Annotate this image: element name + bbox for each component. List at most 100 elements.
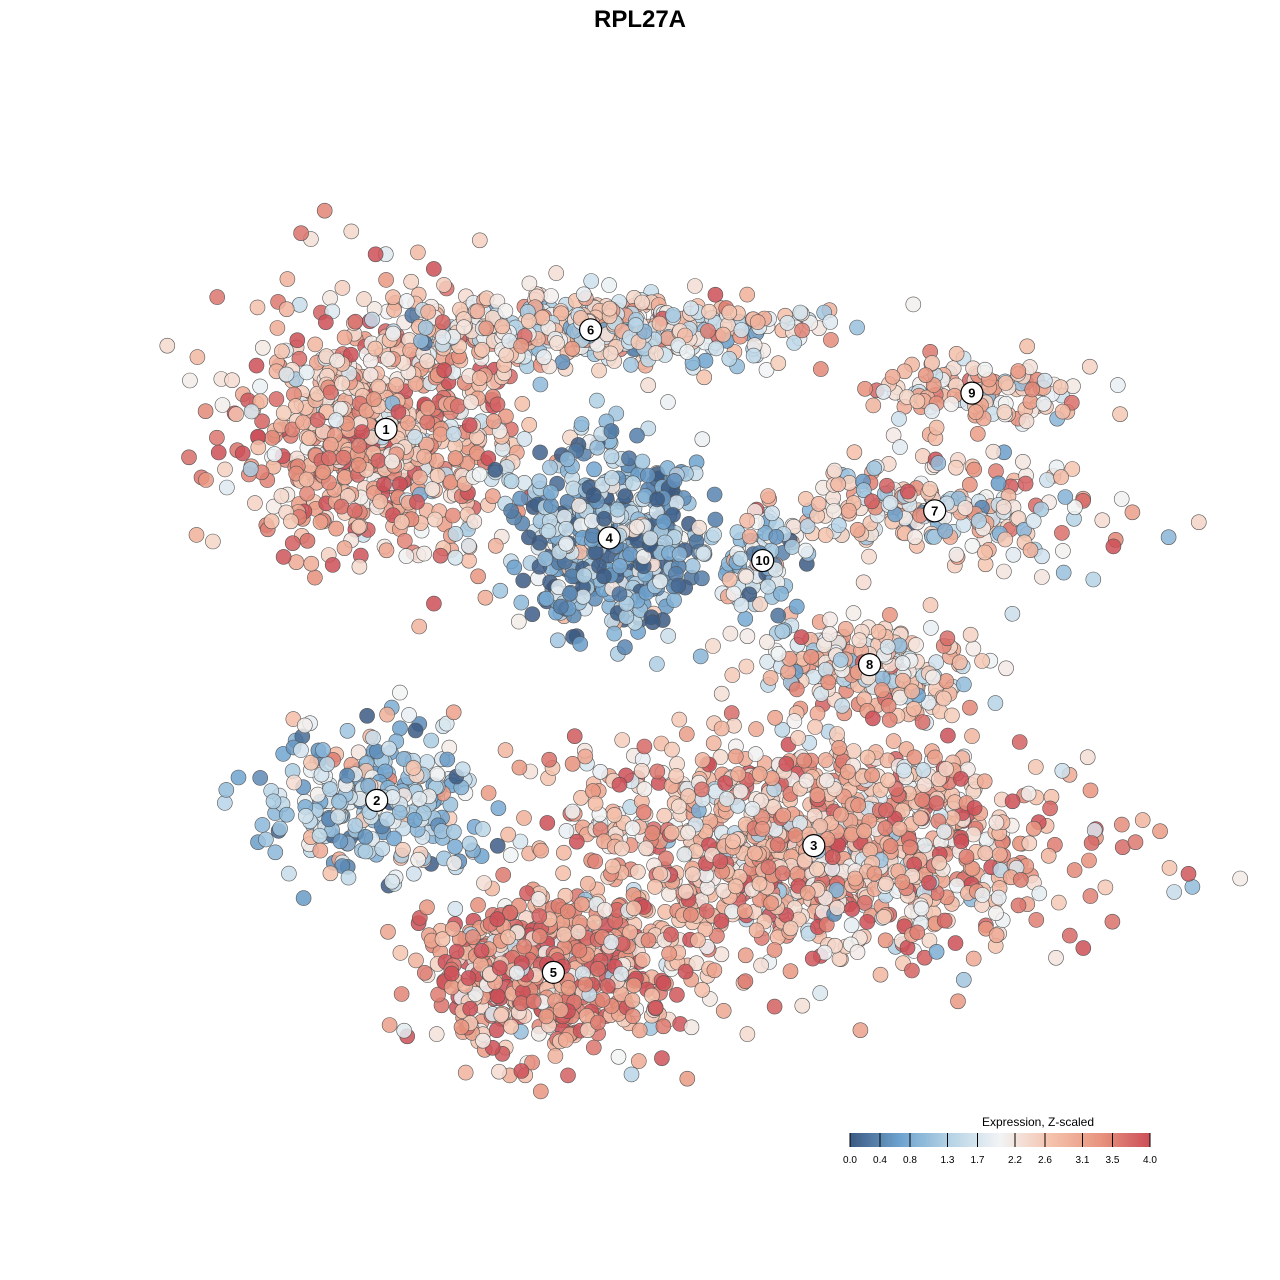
data-point bbox=[322, 290, 338, 306]
data-point bbox=[446, 855, 463, 871]
data-point bbox=[817, 752, 834, 768]
data-point bbox=[396, 533, 413, 549]
data-point bbox=[411, 618, 428, 635]
data-point bbox=[247, 495, 263, 511]
data-point bbox=[733, 597, 750, 613]
data-point bbox=[1054, 762, 1071, 779]
colorbar-legend: Expression, Z-scaled 0.0 0.4 0.8 1.3 1.7 2.2 2… bbox=[843, 1115, 1157, 1166]
data-point bbox=[1028, 759, 1044, 775]
data-point bbox=[770, 355, 787, 372]
data-point bbox=[956, 676, 972, 693]
data-point bbox=[463, 394, 479, 411]
data-point bbox=[264, 430, 281, 446]
data-point bbox=[370, 452, 387, 469]
data-point bbox=[335, 449, 352, 466]
data-point bbox=[583, 273, 600, 289]
data-point bbox=[768, 528, 785, 545]
data-point bbox=[882, 495, 899, 511]
data-point bbox=[837, 620, 854, 637]
data-point bbox=[738, 658, 755, 675]
data-point bbox=[722, 625, 739, 642]
data-point bbox=[803, 648, 820, 665]
data-point bbox=[1134, 812, 1151, 828]
data-point bbox=[938, 673, 955, 689]
cluster-label-text: 7 bbox=[931, 503, 938, 518]
data-point bbox=[948, 459, 964, 476]
data-point bbox=[1051, 894, 1067, 911]
data-point bbox=[1017, 475, 1034, 492]
data-point bbox=[694, 431, 711, 448]
data-point bbox=[408, 952, 424, 969]
data-point bbox=[870, 623, 887, 640]
data-point bbox=[566, 728, 583, 745]
data-point bbox=[914, 714, 931, 730]
data-point bbox=[640, 932, 657, 949]
data-point bbox=[642, 530, 659, 547]
data-point bbox=[556, 926, 572, 943]
data-point bbox=[416, 545, 433, 562]
data-point bbox=[671, 546, 688, 563]
data-point bbox=[965, 950, 982, 967]
data-point bbox=[284, 535, 301, 552]
data-point bbox=[656, 807, 673, 824]
data-point bbox=[737, 610, 754, 627]
data-point bbox=[664, 741, 680, 758]
data-point bbox=[324, 557, 341, 573]
data-point bbox=[558, 823, 575, 839]
data-point bbox=[189, 349, 206, 365]
data-point bbox=[613, 840, 630, 857]
data-point bbox=[312, 514, 329, 530]
data-point bbox=[446, 823, 462, 840]
data-point bbox=[603, 448, 620, 465]
data-point bbox=[655, 1018, 672, 1035]
data-point bbox=[392, 945, 409, 961]
data-point bbox=[660, 628, 677, 644]
data-point bbox=[513, 338, 529, 354]
data-point bbox=[792, 304, 809, 321]
data-point bbox=[471, 370, 488, 387]
data-point bbox=[967, 404, 984, 420]
data-point bbox=[694, 752, 711, 768]
colorbar-tick-label: 0.4 bbox=[873, 1155, 887, 1166]
data-point bbox=[364, 311, 380, 328]
data-point bbox=[1191, 514, 1207, 531]
data-point bbox=[996, 563, 1012, 580]
data-point bbox=[385, 289, 401, 306]
data-point bbox=[923, 620, 939, 636]
data-point bbox=[922, 597, 939, 613]
data-point bbox=[823, 332, 839, 348]
data-point bbox=[1024, 381, 1040, 398]
data-point bbox=[623, 356, 639, 373]
data-point bbox=[1127, 834, 1144, 851]
data-point bbox=[503, 503, 519, 519]
data-point bbox=[651, 315, 668, 332]
data-point bbox=[782, 920, 799, 937]
data-point bbox=[317, 314, 334, 331]
data-point bbox=[1086, 822, 1103, 839]
data-point bbox=[254, 413, 270, 430]
data-point bbox=[627, 317, 644, 333]
data-point bbox=[706, 962, 723, 979]
data-point bbox=[407, 376, 424, 392]
data-point bbox=[818, 772, 835, 789]
data-point bbox=[573, 896, 590, 913]
data-point bbox=[821, 626, 838, 642]
data-point bbox=[974, 653, 990, 669]
data-point bbox=[315, 742, 331, 758]
data-point bbox=[411, 791, 428, 807]
data-point bbox=[269, 320, 286, 336]
data-point bbox=[319, 756, 335, 773]
data-point bbox=[436, 277, 452, 293]
data-point bbox=[322, 384, 339, 401]
data-point bbox=[644, 614, 661, 631]
data-point bbox=[948, 345, 965, 362]
data-point bbox=[961, 476, 978, 493]
data-point bbox=[392, 720, 408, 737]
data-point bbox=[766, 998, 783, 1015]
data-point bbox=[585, 1039, 602, 1056]
data-point bbox=[461, 417, 478, 433]
data-point bbox=[732, 783, 749, 800]
data-point bbox=[347, 313, 364, 330]
data-point bbox=[625, 1008, 641, 1025]
data-point bbox=[896, 762, 912, 779]
